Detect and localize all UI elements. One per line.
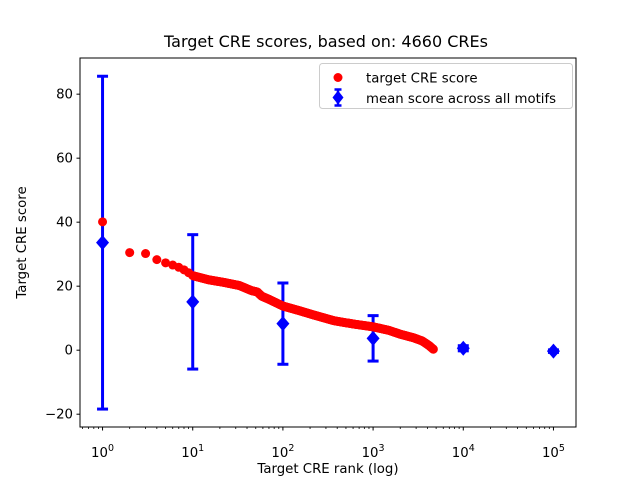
mean-score-point (96, 74, 110, 411)
diamond-marker (276, 316, 290, 332)
y-tick-label: 0 (65, 344, 73, 359)
chart-title: Target CRE scores, based on: 4660 CREs (163, 32, 488, 51)
target-score-point (141, 249, 151, 259)
mean-score-point (546, 343, 560, 359)
target-score-point (98, 217, 108, 227)
plot-area-frame (79, 57, 577, 428)
y-tick-label: 60 (56, 152, 73, 167)
diamond-marker (366, 330, 380, 346)
target-score-point (152, 255, 162, 265)
target-score-point (125, 248, 135, 258)
y-tick-labels: −20 0 20 40 60 80 (45, 88, 73, 423)
legend-label-target: target CRE score (366, 72, 478, 87)
x-axis-label: Target CRE rank (log) (256, 462, 398, 477)
legend-box (319, 63, 573, 109)
y-ticks (76, 93, 80, 415)
x-minor-ticks (82, 427, 550, 429)
target-score-point (161, 258, 171, 268)
legend-label-mean: mean score across all motifs (366, 92, 556, 107)
mean-score-point (276, 281, 290, 366)
legend-target-marker-icon (333, 73, 343, 82)
legend-mean-marker-icon (332, 88, 344, 107)
y-axis-label: Target CRE score (15, 186, 30, 299)
diamond-marker (456, 340, 470, 356)
diamond-marker (546, 343, 560, 359)
diamond-marker (96, 235, 110, 251)
mean-score-series (96, 74, 560, 411)
y-tick-label: 20 (56, 280, 73, 295)
legend: target CRE score mean score across all m… (319, 63, 573, 109)
x-major-ticks (102, 427, 554, 431)
mean-score-point (186, 233, 200, 371)
y-tick-label: −20 (45, 408, 73, 423)
diamond-marker (186, 294, 200, 310)
x-tick-labels: 100 101 102 103 104 105 (91, 443, 565, 461)
target-score-point (428, 344, 438, 354)
y-tick-label: 40 (56, 216, 73, 231)
y-tick-label: 80 (56, 88, 73, 103)
target-score-series (98, 217, 438, 354)
mean-score-point (456, 340, 470, 356)
